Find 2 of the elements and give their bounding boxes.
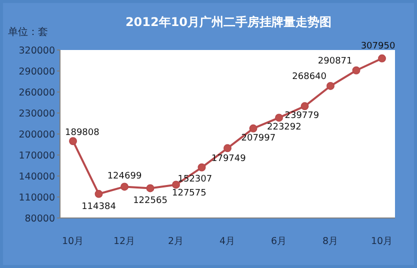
title: 2012年10月广州二手房挂牌量走势图 <box>125 15 332 29</box>
ylabel: 单位：套 <box>8 27 48 38</box>
